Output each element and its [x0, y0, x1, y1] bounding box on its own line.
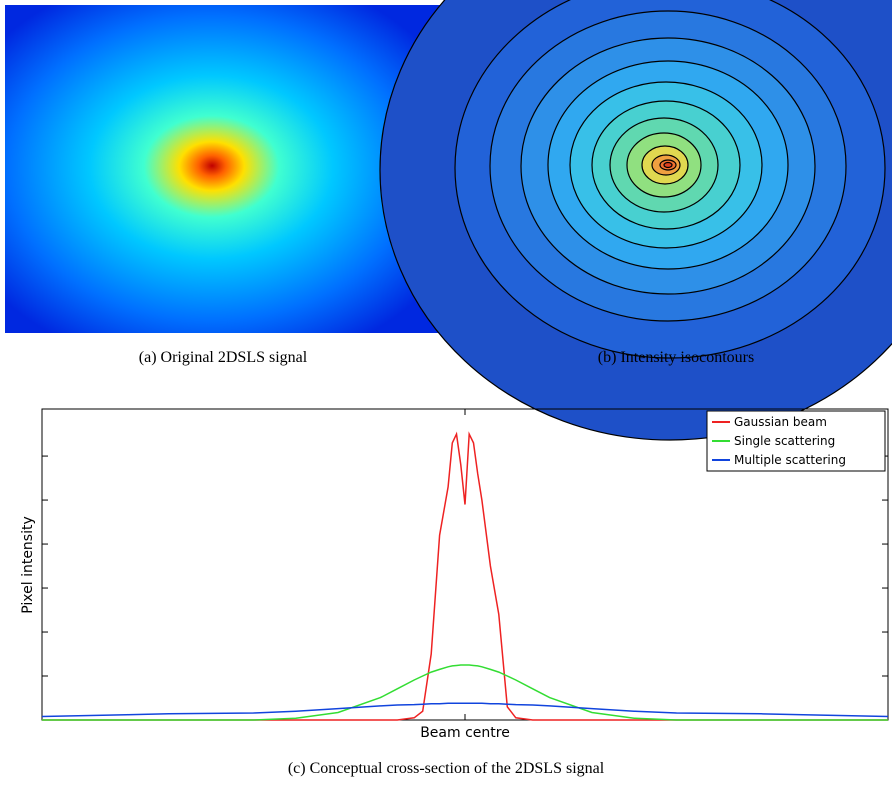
x-tick-label: Beam centre: [420, 725, 510, 741]
caption: (c) Conceptual cross-section of the 2DSL…: [288, 760, 605, 777]
caption: (a) Original 2DSLS signal: [139, 349, 308, 366]
legend-label: Single scattering: [734, 434, 835, 448]
series-line: [42, 664, 888, 721]
y-axis-label: Pixel intensity: [20, 516, 36, 614]
isocontour-image: [379, 0, 892, 441]
series-line: [41, 702, 889, 718]
legend-label: Gaussian beam: [734, 415, 827, 429]
legend-box: [706, 410, 886, 472]
signal-image: [5, 5, 441, 333]
caption: (b) Intensity isocontours: [598, 349, 754, 366]
series-line: [42, 431, 888, 721]
legend-label: Multiple scattering: [734, 453, 846, 467]
